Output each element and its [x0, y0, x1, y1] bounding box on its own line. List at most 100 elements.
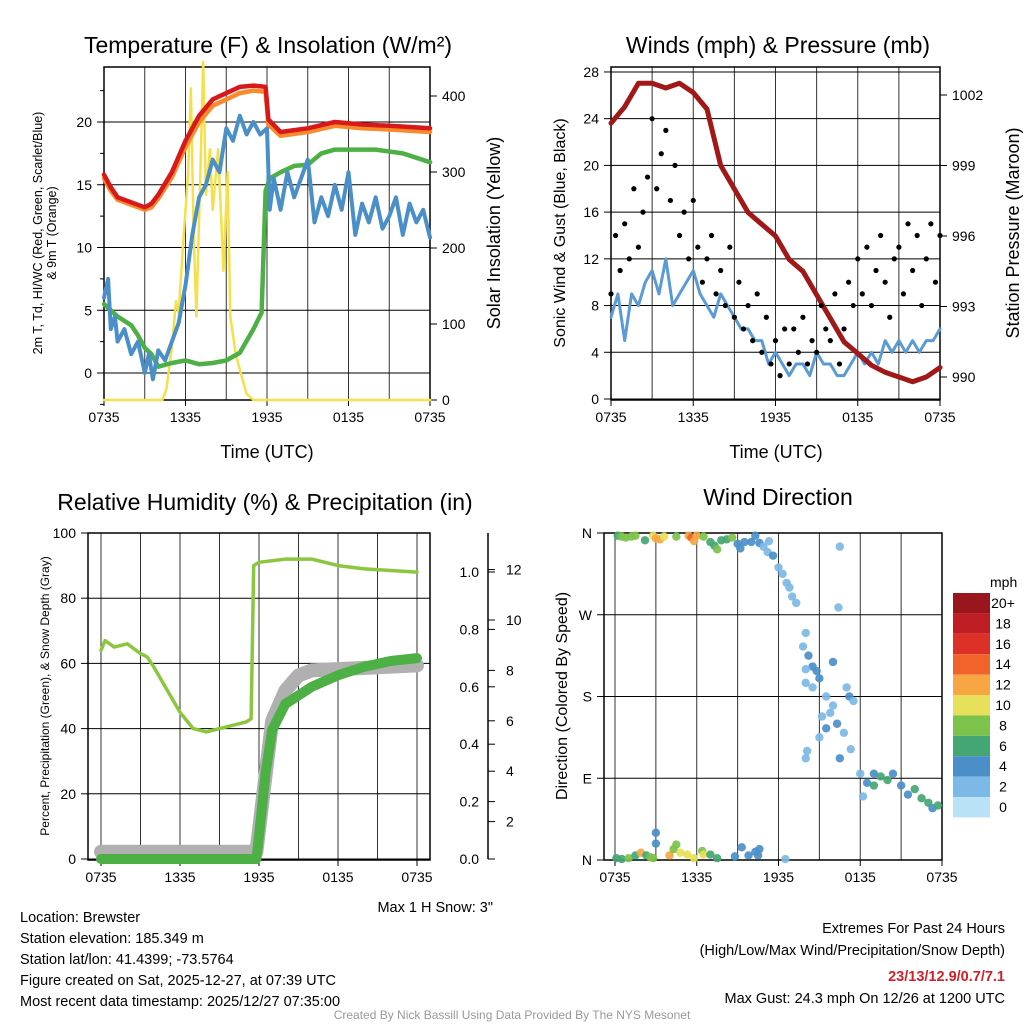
series-dewpoint [101, 147, 433, 369]
direction-point [683, 850, 692, 859]
elevation: Station elevation: 185.349 m [20, 931, 204, 947]
series-rh [99, 557, 419, 734]
direction-xtick-label: 1335 [681, 869, 712, 885]
direction-point [801, 754, 810, 763]
pressure-ytick-label: 996 [952, 228, 976, 244]
legend-swatch [953, 674, 990, 695]
gust-point [914, 232, 920, 239]
direction-point [828, 701, 838, 710]
gust-point [658, 151, 664, 157]
location: Location: Brewster [20, 910, 140, 926]
legend-label: 10 [995, 697, 1011, 713]
direction-point [744, 851, 753, 860]
direction-xtick-label: 1935 [763, 869, 794, 885]
gust-point [622, 221, 628, 227]
gust-point [631, 186, 637, 192]
series-precip [96, 653, 422, 864]
direction-ytick-label: E [583, 770, 592, 786]
winds-xtick-label: 1335 [678, 409, 709, 425]
gust-point [695, 244, 701, 250]
temperature-ytick-label: 20 [76, 114, 92, 130]
series-2m-t [101, 83, 433, 210]
temperature-xlabel: Time (UTC) [220, 442, 313, 462]
direction-point [826, 708, 835, 718]
direction-point [832, 719, 842, 728]
gust-point [768, 361, 774, 367]
gust-point [718, 267, 724, 274]
snow-tick-label: 6 [506, 713, 514, 729]
gust-point [919, 302, 925, 309]
gust-point [731, 314, 737, 320]
legend-swatch [953, 613, 990, 634]
gust-point [777, 373, 783, 379]
legend-swatch [953, 593, 990, 614]
pressure-ytick-label: 990 [952, 369, 976, 385]
temperature-xtick-label: 0735 [414, 409, 445, 425]
snow-tick-label: 12 [506, 562, 522, 578]
direction-point [815, 674, 824, 683]
direction-point [815, 733, 824, 742]
wind-ytick-label: 28 [583, 64, 599, 80]
legend-swatch [953, 654, 990, 675]
extremes-legend: (High/Low/Max Wind/Precipitation/Snow De… [700, 943, 1005, 959]
wind-ytick-label: 20 [583, 157, 599, 173]
winds-title: Winds (mph) & Pressure (mb) [626, 32, 930, 58]
direction-ytick-label: S [583, 689, 592, 705]
direction-point [672, 532, 681, 541]
direction-point [917, 794, 926, 803]
wind-ytick-label: 8 [591, 298, 599, 314]
wind-ytick-label: 24 [583, 111, 599, 127]
rh-ytick-label: 100 [53, 525, 77, 541]
legend-label: 0 [999, 799, 1007, 815]
gust-point [612, 232, 619, 239]
legend-swatch [953, 715, 990, 736]
direction-point [699, 850, 708, 859]
direction-point [839, 728, 849, 738]
direction-point [730, 852, 740, 861]
temperature-ytick-label: 5 [84, 302, 92, 318]
gust-point [759, 349, 765, 355]
direction-point [624, 853, 633, 863]
winds-xtick-label: 1935 [760, 409, 791, 425]
gust-point [832, 291, 838, 297]
direction-point [801, 678, 810, 688]
max-snow-label: Max 1 H Snow: 3" [377, 900, 493, 916]
gust-point [713, 291, 719, 297]
direction-ytick-label: N [582, 525, 592, 541]
winds-xlabel: Time (UTC) [729, 442, 822, 462]
solar-ytick-label: 0 [442, 392, 450, 408]
gust-point [782, 326, 788, 332]
precip-tick-label: 0.8 [460, 621, 480, 637]
pressure-ytick-label: 1002 [952, 87, 983, 103]
direction-point [821, 692, 831, 701]
direction-xtick-label: 0735 [926, 869, 957, 885]
precip-tick-label: 0.2 [460, 794, 480, 810]
gust-point [635, 244, 642, 250]
snow-tick-label: 2 [506, 814, 514, 830]
gust-point [704, 256, 710, 262]
gust-point [909, 267, 916, 274]
direction-point [869, 769, 879, 778]
direction-point [747, 537, 756, 547]
direction-xtick-label: 0735 [599, 869, 630, 885]
gust-point [750, 338, 756, 344]
direction-point [903, 790, 913, 799]
legend-label: 8 [999, 717, 1007, 733]
gust-point [864, 244, 870, 250]
humidity-xtick-label: 0735 [85, 869, 116, 885]
solar-ylabel: Solar Insolation (Yellow) [484, 137, 504, 329]
gust-point [740, 326, 747, 332]
direction-point [802, 746, 812, 756]
series-wind-chill [102, 113, 432, 382]
direction-point [736, 544, 745, 553]
temperature-ytick-label: 10 [76, 240, 92, 256]
gust-point [814, 349, 820, 355]
direction-point [888, 769, 898, 778]
direction-point [617, 854, 627, 864]
direction-point [862, 778, 872, 787]
direction-point [751, 531, 760, 540]
precip-tick-label: 0.0 [460, 851, 480, 867]
direction-point [727, 533, 737, 542]
gust-point [823, 326, 829, 332]
